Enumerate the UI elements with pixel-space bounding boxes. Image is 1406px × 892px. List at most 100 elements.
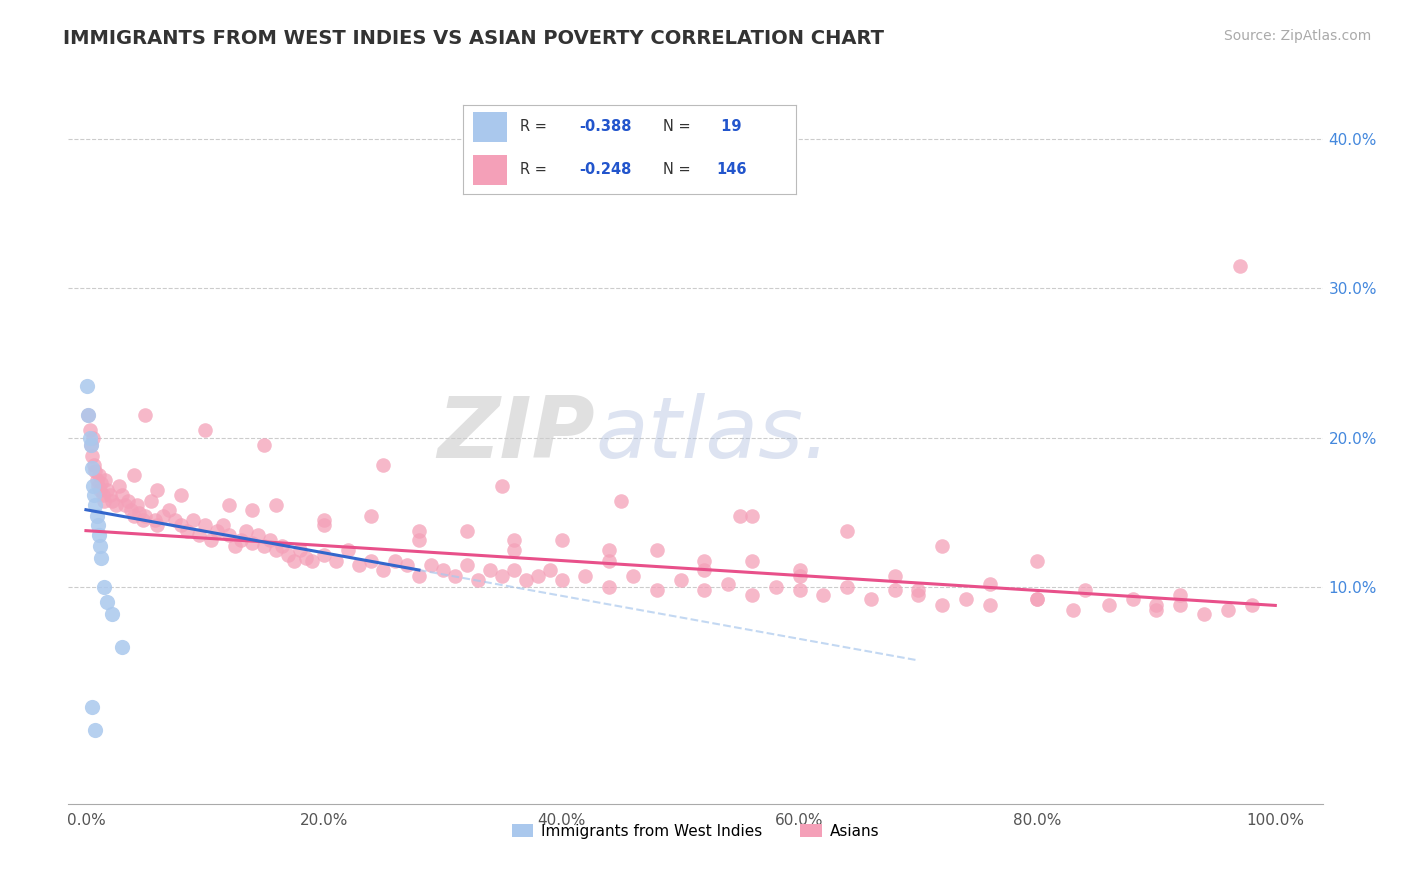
Point [837, 581, 859, 595]
Point [80, 700, 103, 714]
Text: atlas.: atlas. [595, 392, 831, 475]
Point [83, 488, 105, 502]
Point [538, 562, 561, 576]
Point [170, 517, 193, 532]
Point [883, 583, 905, 598]
Point [765, 581, 787, 595]
Point [1026, 592, 1049, 607]
Point [491, 568, 513, 582]
Point [114, 498, 136, 512]
Point [432, 562, 454, 576]
Point [741, 588, 763, 602]
Point [87, 528, 110, 542]
Point [77, 409, 100, 423]
Point [80, 438, 103, 452]
Point [200, 533, 222, 547]
Point [301, 553, 323, 567]
Point [77, 409, 100, 423]
Point [813, 588, 835, 602]
Point [90, 475, 112, 490]
Point [93, 581, 115, 595]
Point [443, 568, 465, 582]
Point [134, 409, 156, 423]
Point [84, 498, 107, 512]
Point [312, 513, 335, 527]
Point [146, 483, 169, 498]
Point [931, 539, 953, 553]
Point [117, 493, 139, 508]
Point [122, 468, 145, 483]
Point [128, 506, 150, 520]
Point [1026, 553, 1049, 567]
Point [325, 553, 347, 567]
Point [176, 524, 198, 538]
Point [419, 558, 441, 572]
Point [224, 539, 246, 553]
Point [170, 488, 193, 502]
Point [741, 508, 763, 523]
Point [259, 533, 281, 547]
Point [396, 558, 419, 572]
Point [693, 553, 716, 567]
Point [931, 599, 953, 613]
Point [110, 640, 132, 655]
Point [550, 533, 572, 547]
Point [837, 524, 859, 538]
Point [264, 498, 287, 512]
Text: IMMIGRANTS FROM WEST INDIES VS ASIAN POVERTY CORRELATION CHART: IMMIGRANTS FROM WEST INDIES VS ASIAN POV… [63, 29, 884, 47]
Point [82, 431, 104, 445]
Point [503, 543, 526, 558]
Point [1240, 599, 1263, 613]
Point [491, 479, 513, 493]
Point [598, 553, 620, 567]
Point [76, 378, 98, 392]
Point [264, 543, 287, 558]
Point [669, 573, 692, 587]
Point [1122, 592, 1144, 607]
Point [1168, 588, 1191, 602]
Point [1062, 603, 1084, 617]
Text: ZIP: ZIP [437, 392, 595, 475]
Point [143, 513, 166, 527]
Point [271, 539, 294, 553]
Point [242, 502, 264, 516]
Point [907, 588, 929, 602]
Point [349, 558, 371, 572]
Point [408, 533, 430, 547]
Point [717, 577, 740, 591]
Point [253, 539, 276, 553]
Point [741, 553, 763, 567]
Point [152, 508, 174, 523]
Point [373, 562, 395, 576]
Point [101, 493, 124, 508]
Point [574, 568, 596, 582]
Point [218, 528, 240, 542]
Point [132, 513, 155, 527]
Point [108, 479, 131, 493]
Point [336, 543, 359, 558]
Point [83, 458, 105, 472]
Point [1192, 607, 1215, 622]
Point [1216, 603, 1239, 617]
Point [94, 473, 117, 487]
Point [1026, 592, 1049, 607]
Point [1144, 599, 1167, 613]
Point [693, 562, 716, 576]
Point [645, 543, 668, 558]
Point [384, 553, 406, 567]
Point [96, 483, 118, 498]
Point [645, 583, 668, 598]
Point [141, 493, 163, 508]
Point [277, 548, 299, 562]
Point [360, 553, 382, 567]
Point [979, 599, 1001, 613]
Point [187, 528, 209, 542]
Point [98, 488, 121, 502]
Point [80, 460, 103, 475]
Point [242, 535, 264, 549]
Point [1229, 259, 1251, 273]
Point [550, 573, 572, 587]
Point [205, 524, 228, 538]
Text: Source: ZipAtlas.com: Source: ZipAtlas.com [1223, 29, 1371, 43]
Point [408, 524, 430, 538]
